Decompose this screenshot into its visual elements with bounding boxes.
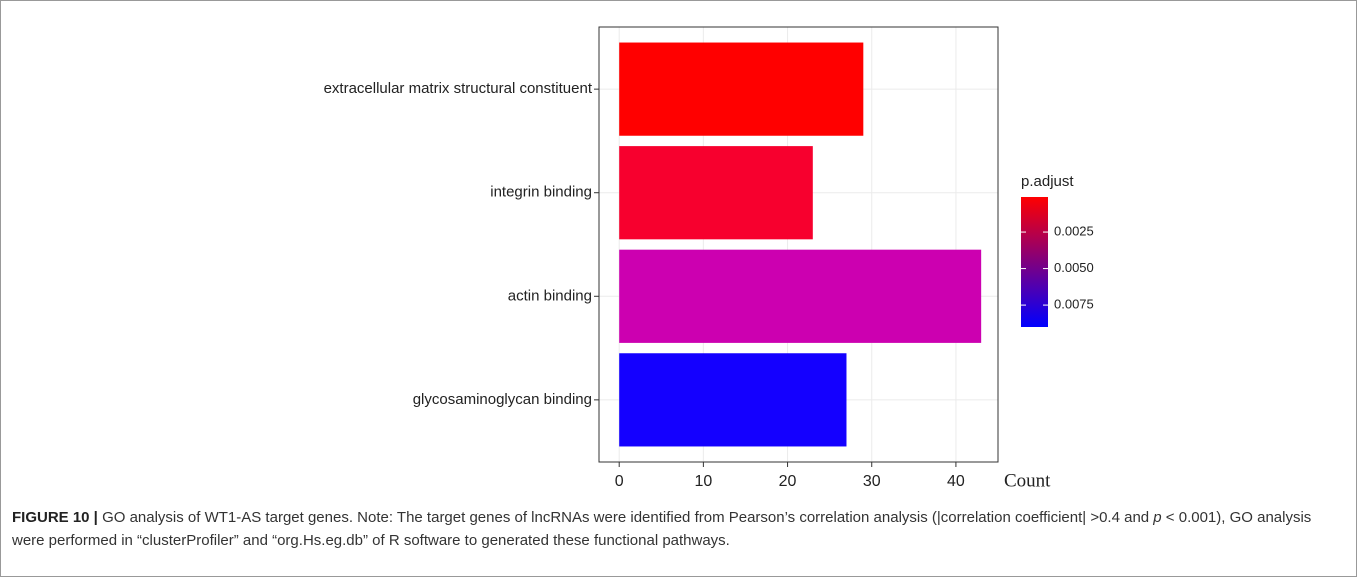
y-tick-label: integrin binding [490,184,592,201]
bar [619,42,864,136]
x-tick-label: 0 [615,473,624,490]
caption-text: p [1153,509,1162,526]
x-tick-label: 20 [779,473,797,490]
x-tick-label: 30 [863,473,881,490]
y-tick-label: glycosaminoglycan binding [413,391,592,408]
caption: FIGURE 10 | GO analysis of WT1-AS target… [12,506,1347,552]
y-tick-label: extracellular matrix structural constitu… [324,80,593,97]
caption-label: FIGURE 10 | [12,509,98,526]
x-axis-label: Count [1004,470,1051,491]
bar [619,353,847,447]
panel-border [598,26,999,463]
x-tick-label: 10 [694,473,712,490]
bar [619,249,982,343]
legend-title: p.adjust [1021,173,1074,190]
colorbar-tick-label: 0.0050 [1054,260,1094,275]
bar [619,146,813,240]
colorbar [1021,197,1048,327]
caption-text: < 0.001), GO analysis were performed in … [12,509,1312,549]
x-tick-label: 40 [947,473,965,490]
caption-text: GO analysis of WT1-AS target genes. Note… [102,509,1154,526]
colorbar-tick-label: 0.0025 [1054,223,1094,238]
colorbar-tick-label: 0.0075 [1054,297,1094,312]
y-tick-label: actin binding [508,287,592,304]
